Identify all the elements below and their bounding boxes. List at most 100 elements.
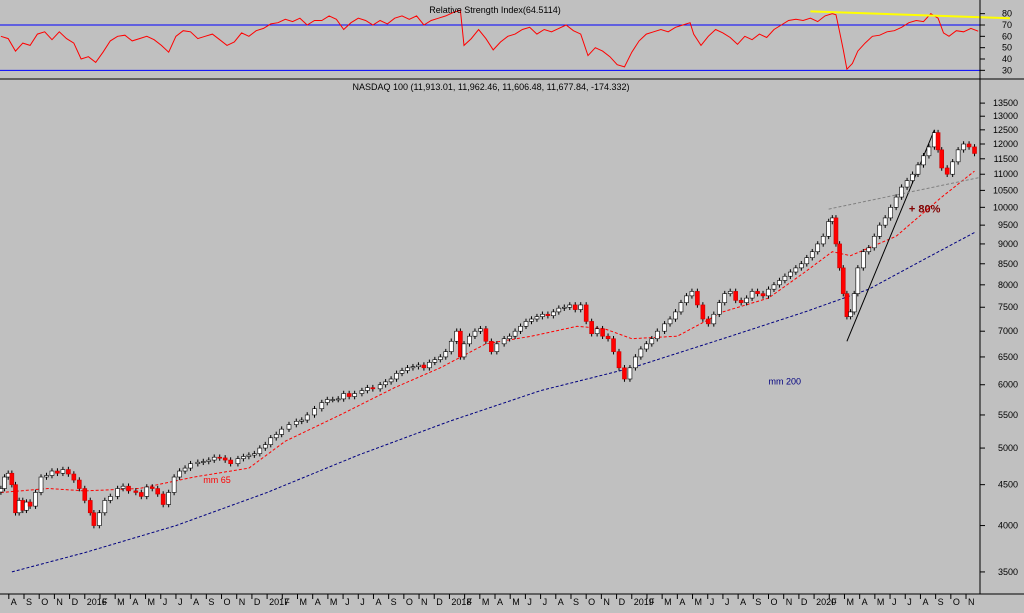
candle-body [405,367,410,371]
price-tick-label: 6500 [998,352,1018,362]
x-tick-label: A [375,597,381,607]
candle-body [182,467,188,472]
candle-body [826,221,831,237]
candle-body [809,251,815,258]
candle-body [782,275,788,281]
rsi-tick-label: 60 [1002,31,1012,41]
candle-body [654,330,660,340]
x-tick-label: N [421,597,428,607]
candle-body [443,351,449,358]
candle-body [144,486,150,497]
candle-body [416,364,421,367]
price-tick-label: 7000 [998,326,1018,336]
rsi-tick-label: 40 [1002,54,1012,64]
moving-average-mm-200 [11,232,975,573]
candle-body [55,470,60,474]
price-tick-label: 3500 [998,567,1018,577]
candle-body [904,180,910,188]
candle-body [695,291,700,306]
x-tick-label: S [573,597,579,607]
x-tick-label: M [877,597,885,607]
candle-body [388,378,394,383]
price-tick-label: 7500 [998,302,1018,312]
candle-body [494,343,500,352]
candle-body [188,463,193,469]
candle-body [77,479,82,489]
x-tick-label: O [41,597,48,607]
rsi-tick-label: 80 [1002,9,1012,19]
candle-body [733,291,738,301]
x-tick-label: D [254,597,261,607]
x-tick-label: M [846,597,854,607]
x-tick-label: M [482,597,490,607]
candle-body [594,328,600,334]
rsi-tick-label: 70 [1002,20,1012,30]
candle-body [961,143,966,151]
x-tick-label: D [801,597,808,607]
candle-body [66,469,71,475]
candle-body [108,496,113,501]
candle-body [605,335,611,340]
candle-body [662,323,667,332]
x-tick-label: O [953,597,960,607]
price-tick-label: 11000 [994,169,1018,179]
x-tick-label: A [132,597,138,607]
candle-body [749,291,755,299]
x-tick-label: A [679,597,685,607]
candle-body [837,243,842,269]
price-tick-label: 10500 [993,185,1018,195]
candle-body [478,328,483,332]
rsi-tick-label: 30 [1002,65,1012,75]
x-tick-label: M [330,597,338,607]
x-tick-label: A [11,597,17,607]
candle-body [394,373,399,380]
x-tick-label: N [786,597,793,607]
candle-body [871,235,877,249]
candle-body [262,444,268,449]
price-tick-label: 8500 [998,259,1018,269]
price-tick-label: 4000 [998,521,1018,531]
candle-body [572,304,578,310]
x-tick-label: 2019 [634,597,654,607]
candle-body [684,295,689,303]
x-tick-label: A [315,597,321,607]
x-tick-label: M [695,597,703,607]
x-tick-label: A [558,597,564,607]
candle-body [91,512,97,526]
candle-body [649,338,655,345]
candle-body [523,321,529,327]
candle-body [206,459,212,462]
candle-body [689,291,695,297]
candle-body [926,146,932,157]
x-tick-label: N [603,597,610,607]
x-tick-label: J [178,597,183,607]
candle-body [410,366,416,369]
price-tick-label: 4500 [998,480,1018,490]
price-tick-label: 5000 [998,443,1018,453]
candle-body [304,414,310,421]
x-tick-label: M [117,597,125,607]
candle-body [545,313,551,316]
x-tick-label: O [771,597,778,607]
candle-body [616,351,622,369]
annotation-gain: + 80% [909,204,941,216]
candle-body [217,456,223,459]
x-tick-label: J [892,597,897,607]
x-tick-label: A [740,597,746,607]
price-title: NASDAQ 100 (11,913.01, 11,962.46, 11,606… [352,82,629,92]
candle-body [716,302,722,315]
candle-body [777,280,782,286]
x-tick-label: O [224,597,231,607]
x-tick-label: A [497,597,503,607]
annotation-mm200: mm 200 [769,377,802,387]
candle-body [893,196,899,208]
candle-body [235,458,241,464]
x-tick-label: J [527,597,532,607]
candle-body [567,304,573,308]
x-tick-label: J [710,597,715,607]
candle-body [722,293,728,303]
candle-body [448,340,454,352]
candle-body [744,297,749,303]
